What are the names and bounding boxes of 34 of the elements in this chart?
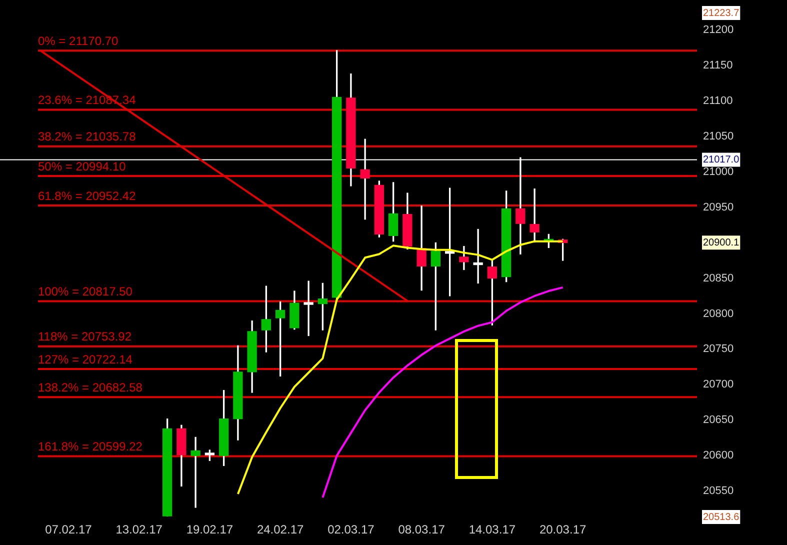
y-tick-label: 21000: [703, 166, 734, 178]
ref-line-label: 138.2% = 20682.58: [38, 380, 143, 394]
x-tick-label: 02.03.17: [328, 522, 375, 537]
y-tick-label: 20900.1: [703, 237, 740, 248]
x-tick-label: 08.03.17: [398, 522, 446, 537]
y-tick-label: 21200: [703, 24, 734, 36]
y-tick-label: 20550: [703, 485, 734, 498]
ref-line-label: 50% = 20994.10: [38, 159, 126, 174]
y-tick-label: 20850: [703, 272, 734, 284]
y-tick-label: 21050: [703, 130, 734, 142]
y-tick-label: 21100: [703, 94, 733, 107]
ref-line-label: 118% = 20753.92: [38, 330, 132, 344]
y-tick-label: 20700: [703, 378, 734, 391]
x-tick-label: 07.02.17: [45, 522, 92, 537]
ref-line-label: 38.2% = 21035.78: [38, 130, 136, 144]
y-tick-label: 20650: [703, 414, 734, 426]
x-tick-label: 19.02.17: [186, 522, 234, 537]
y-tick-label: 21017.0: [703, 154, 740, 166]
y-tick-label: 20513.6: [703, 512, 740, 523]
y-tick-label: 20800: [703, 308, 734, 320]
ref-line-label: 0% = 21170.70: [38, 34, 119, 48]
x-tick-label: 20.03.17: [539, 522, 586, 537]
x-tick-label: 24.02.17: [256, 522, 304, 537]
y-tick-label: 21223.7: [703, 8, 740, 19]
ref-line-label: 127% = 20722.14: [38, 352, 133, 366]
y-tick-label: 20600: [703, 450, 734, 462]
x-tick-label: 14.03.17: [468, 522, 516, 537]
y-tick-label: 21150: [703, 59, 733, 72]
ref-line-label: 161.8% = 20599.22: [38, 440, 143, 454]
ref-line-label: 100% = 20817.50: [38, 284, 133, 299]
ref-line-label: 61.8% = 20952.42: [38, 188, 136, 203]
y-tick-label: 20750: [703, 343, 734, 356]
y-tick-label: 20950: [703, 201, 734, 214]
x-tick-label: 13.02.17: [116, 522, 163, 537]
